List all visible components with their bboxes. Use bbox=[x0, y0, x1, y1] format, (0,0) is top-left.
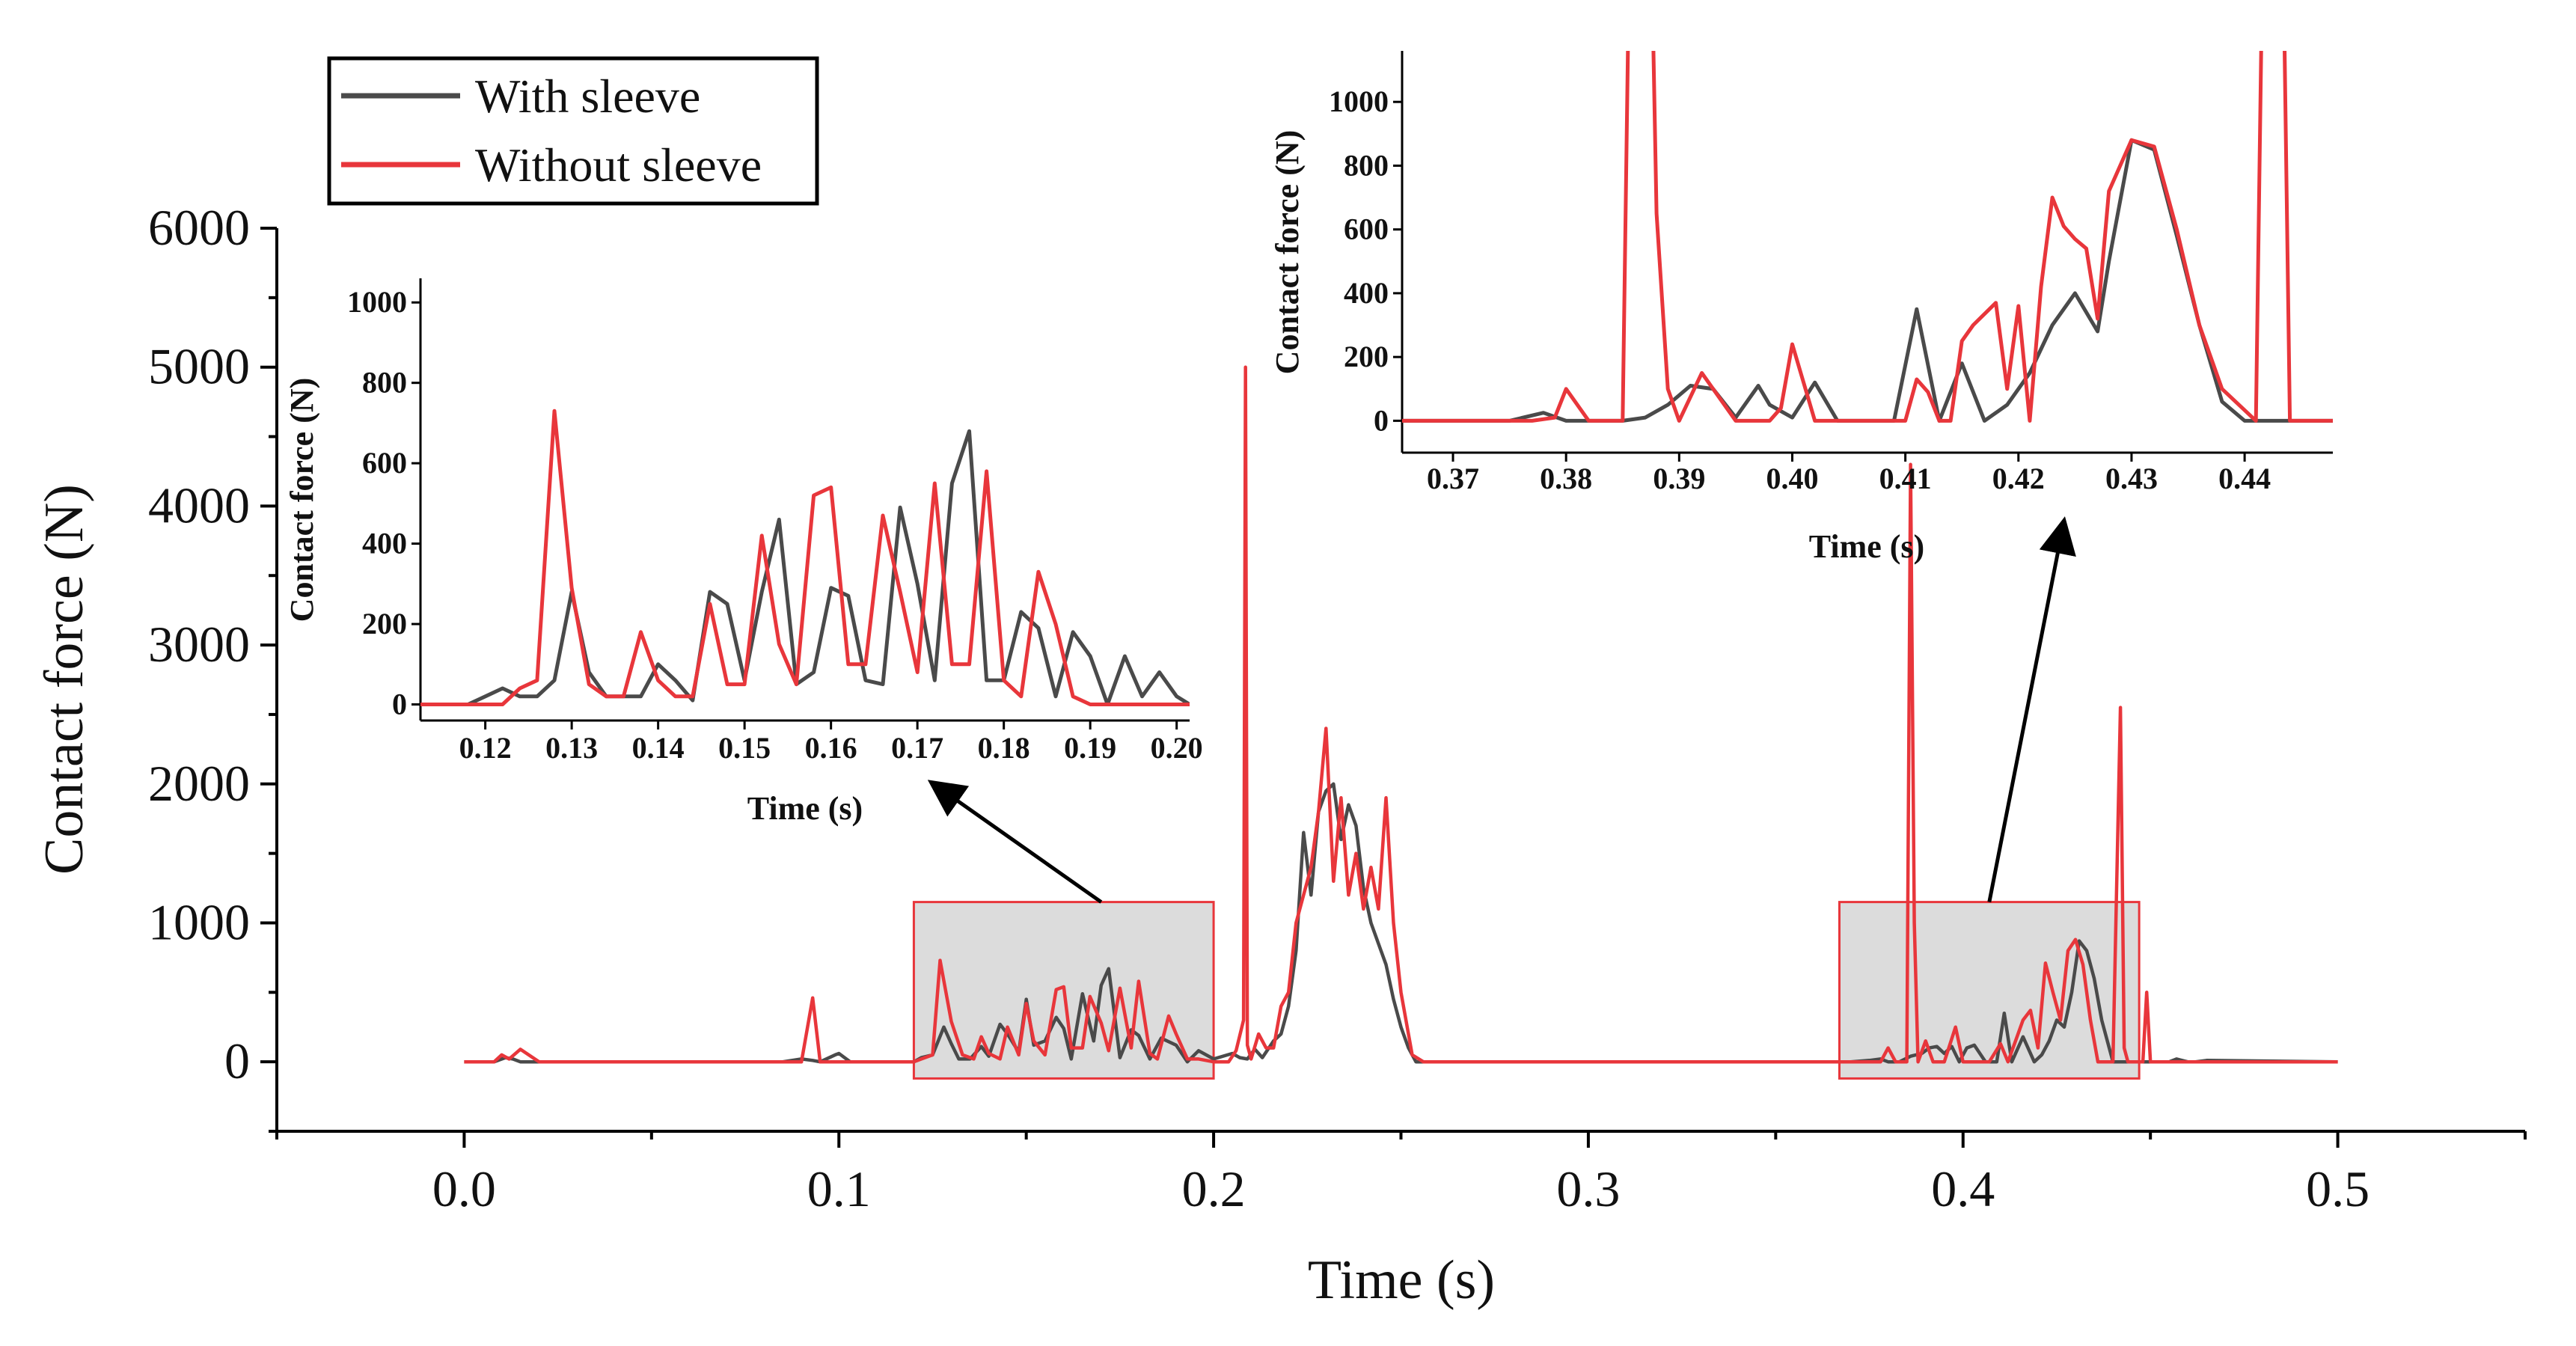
main-y-tick-label: 5000 bbox=[148, 338, 250, 395]
inset_left-y-tick-label: 400 bbox=[362, 527, 407, 560]
inset_right-x-tick-label: 0.40 bbox=[1766, 462, 1818, 495]
legend-label-with-sleeve: With sleeve bbox=[475, 70, 700, 123]
inset_left-x-tick-label: 0.19 bbox=[1064, 731, 1116, 765]
main-y-tick-label: 0 bbox=[224, 1033, 250, 1089]
inset_right-y-tick-label: 0 bbox=[1374, 403, 1389, 437]
inset_right-y-axis-title: Contact force (N) bbox=[1269, 130, 1306, 375]
inset_left-y-tick-label: 0 bbox=[392, 688, 407, 721]
inset_right-x-tick-label: 0.39 bbox=[1653, 462, 1705, 495]
main-series-group bbox=[464, 365, 2338, 1064]
inset_left-x-axis-title: Time (s) bbox=[747, 790, 863, 827]
inset_left-y-tick-label: 200 bbox=[362, 607, 407, 640]
legend-label-without-sleeve: Without sleeve bbox=[475, 138, 762, 192]
main-series-with-sleeve bbox=[464, 782, 2338, 1064]
inset_right-series-group bbox=[1402, 51, 2333, 423]
inset_right-x-tick-label: 0.41 bbox=[1879, 462, 1932, 495]
inset-left-chart: 0.12 0.13 0.14 0.15 0.16 0.17 0.18 0.19 0.20 0 200… bbox=[284, 278, 1203, 827]
inset_left-series-group bbox=[420, 409, 1190, 706]
inset_left-x-tick-label: 0.14 bbox=[632, 731, 685, 765]
main-series-without-sleeve bbox=[464, 365, 2338, 1064]
inset_right-y-tick-label: 600 bbox=[1344, 212, 1389, 246]
inset_right-x-tick-label: 0.44 bbox=[2218, 462, 2271, 495]
inset_left-x-tick-label: 0.18 bbox=[978, 731, 1030, 765]
main-y-tick-label: 4000 bbox=[148, 477, 250, 533]
main-x-tick-label: 0.0 bbox=[432, 1160, 496, 1217]
legend-box bbox=[327, 56, 819, 206]
inset_right-y-tick-label: 200 bbox=[1344, 340, 1389, 373]
main-y-tick-label: 6000 bbox=[148, 199, 250, 256]
inset_right-y-tick-label: 800 bbox=[1344, 148, 1389, 182]
inset_left-y-axis-title: Contact force (N) bbox=[284, 378, 320, 622]
inset-right-chart: 0.37 0.38 0.39 0.40 0.41 0.42 0.43 0.44 0 200 400 6… bbox=[1269, 51, 2333, 565]
main-y-axis-title: Contact force (N) bbox=[34, 484, 95, 875]
inset_right-x-tick-label: 0.42 bbox=[1992, 462, 2045, 495]
main-y-tick-label: 2000 bbox=[148, 755, 250, 812]
main-y-tick-label: 3000 bbox=[148, 616, 250, 673]
inset_right-series-without-sleeve bbox=[1402, 51, 2333, 423]
arrow-to-left-inset bbox=[927, 780, 1103, 904]
inset_right-y-tick-label: 400 bbox=[1344, 276, 1389, 310]
arrow-to-right-inset bbox=[1987, 516, 2076, 903]
inset_left-x-tick-label: 0.16 bbox=[805, 731, 857, 765]
inset_left-x-tick-label: 0.15 bbox=[718, 731, 771, 765]
inset_left-x-tick-label: 0.13 bbox=[545, 731, 598, 765]
inset_left-y-tick-label: 600 bbox=[362, 446, 407, 480]
inset_right-x-tick-label: 0.38 bbox=[1540, 462, 1592, 495]
inset_left-series-without-sleeve bbox=[420, 409, 1190, 706]
inset_left-y-tick-label: 800 bbox=[362, 366, 407, 400]
main-x-axis-title: Time (s) bbox=[1308, 1249, 1495, 1311]
main-x-tick-label: 0.3 bbox=[1556, 1160, 1620, 1217]
inset_left-x-tick-label: 0.12 bbox=[459, 731, 512, 765]
inset_right-y-tick-label: 1000 bbox=[1329, 85, 1389, 118]
inset_left-y-tick-label: 1000 bbox=[347, 285, 407, 319]
inset_left-x-tick-label: 0.17 bbox=[891, 731, 943, 765]
main-x-tick-label: 0.1 bbox=[807, 1160, 871, 1217]
main-chart: 0.0 0.1 0.2 0.3 0.4 0.50100020003000400050006… bbox=[34, 199, 2527, 1311]
inset_right-x-axis-title: Time (s) bbox=[1809, 528, 1924, 565]
inset_right-x-tick-label: 0.43 bbox=[2105, 462, 2158, 495]
main-x-tick-label: 0.5 bbox=[2306, 1160, 2370, 1217]
zoom-arrows bbox=[927, 516, 2076, 904]
legend: With sleeve Without sleeve bbox=[327, 56, 819, 206]
inset_right-x-tick-label: 0.37 bbox=[1427, 462, 1479, 495]
main-y-tick-label: 1000 bbox=[148, 893, 250, 950]
main-x-tick-label: 0.4 bbox=[1931, 1160, 1995, 1217]
inset_left-x-tick-label: 0.20 bbox=[1151, 731, 1203, 765]
main-x-tick-label: 0.2 bbox=[1182, 1160, 1246, 1217]
